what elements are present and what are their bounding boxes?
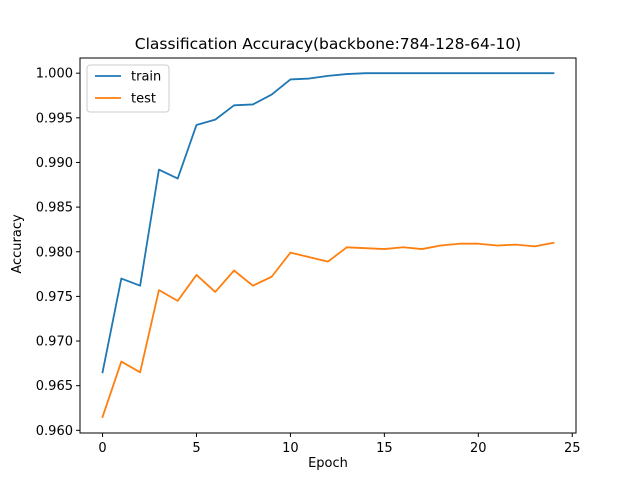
series-layer [101,72,555,419]
legend: train test [86,64,170,113]
chart-title: Classification Accuracy(backbone:784-128… [135,35,521,53]
y-tick-label: 0.975 [36,290,73,305]
legend-label-train: train [131,70,161,85]
y-tick-label: 0.965 [36,379,73,394]
y-tick-label: 0.980 [36,245,73,260]
axes-layer: 0 5 10 15 20 25 0.960 0.965 0.970 0.975 0.980 0.985… [36,57,581,456]
series-line-test [101,241,555,419]
x-tick-label: 0 [98,441,106,456]
y-tick-label: 1.000 [36,67,73,82]
legend-label-test: test [131,92,156,107]
y-tick-label: 0.995 [36,111,73,126]
y-tick-label: 0.990 [36,156,73,171]
x-tick-label: 5 [192,441,200,456]
plot-frame [79,57,577,434]
series-line-train [101,72,555,374]
x-axis-label: Epoch [308,456,348,471]
x-tick-label: 10 [282,441,299,456]
x-tick-label: 15 [376,441,393,456]
x-tick-label: 25 [564,441,581,456]
y-tick-label: 0.960 [36,424,73,439]
y-tick-label: 0.970 [36,335,73,350]
x-tick-label: 20 [470,441,487,456]
y-axis-label: Accuracy [10,214,25,274]
y-tick-label: 0.985 [36,201,73,216]
